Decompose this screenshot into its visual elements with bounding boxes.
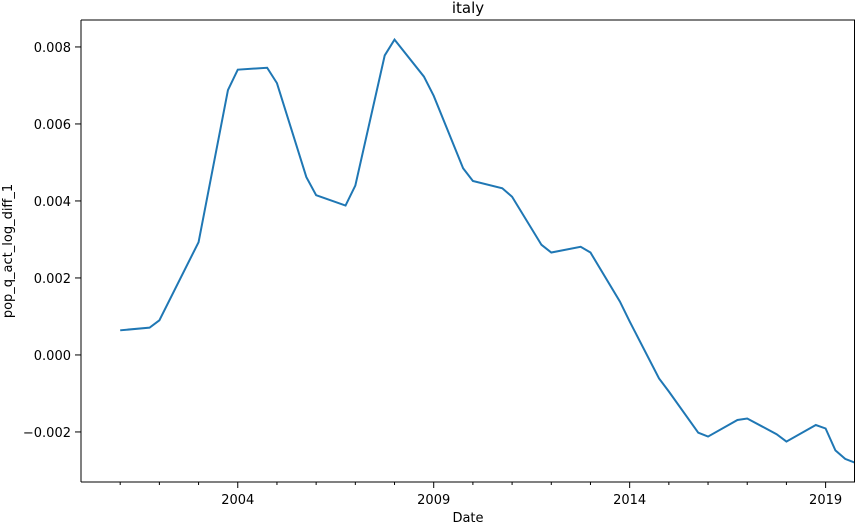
y-axis-ticks: −0.002 0.000 0.002 0.004 0.006 0.008 xyxy=(23,41,81,441)
axes xyxy=(80,19,855,483)
y-tick-label: −0.002 xyxy=(23,426,71,441)
y-tick-label: 0.008 xyxy=(34,41,71,56)
x-axis-ticks: 2004 2009 2014 2019 xyxy=(119,482,842,508)
plot-area xyxy=(120,37,855,464)
y-tick-label: 0.000 xyxy=(34,349,71,364)
y-axis-label: pop_q_act_log_diff_1 xyxy=(1,184,16,318)
y-tick-label: 0.006 xyxy=(34,118,71,133)
x-tick-label: 2004 xyxy=(221,493,254,508)
y-tick-label: 0.004 xyxy=(34,195,71,210)
x-tick-label: 2009 xyxy=(417,493,450,508)
x-tick-label: 2019 xyxy=(809,493,842,508)
x-tick-label: 2014 xyxy=(613,493,646,508)
chart-title: italy xyxy=(452,0,484,17)
series-line xyxy=(120,37,855,464)
x-axis-label: Date xyxy=(452,511,483,525)
y-tick-label: 0.002 xyxy=(34,272,71,287)
